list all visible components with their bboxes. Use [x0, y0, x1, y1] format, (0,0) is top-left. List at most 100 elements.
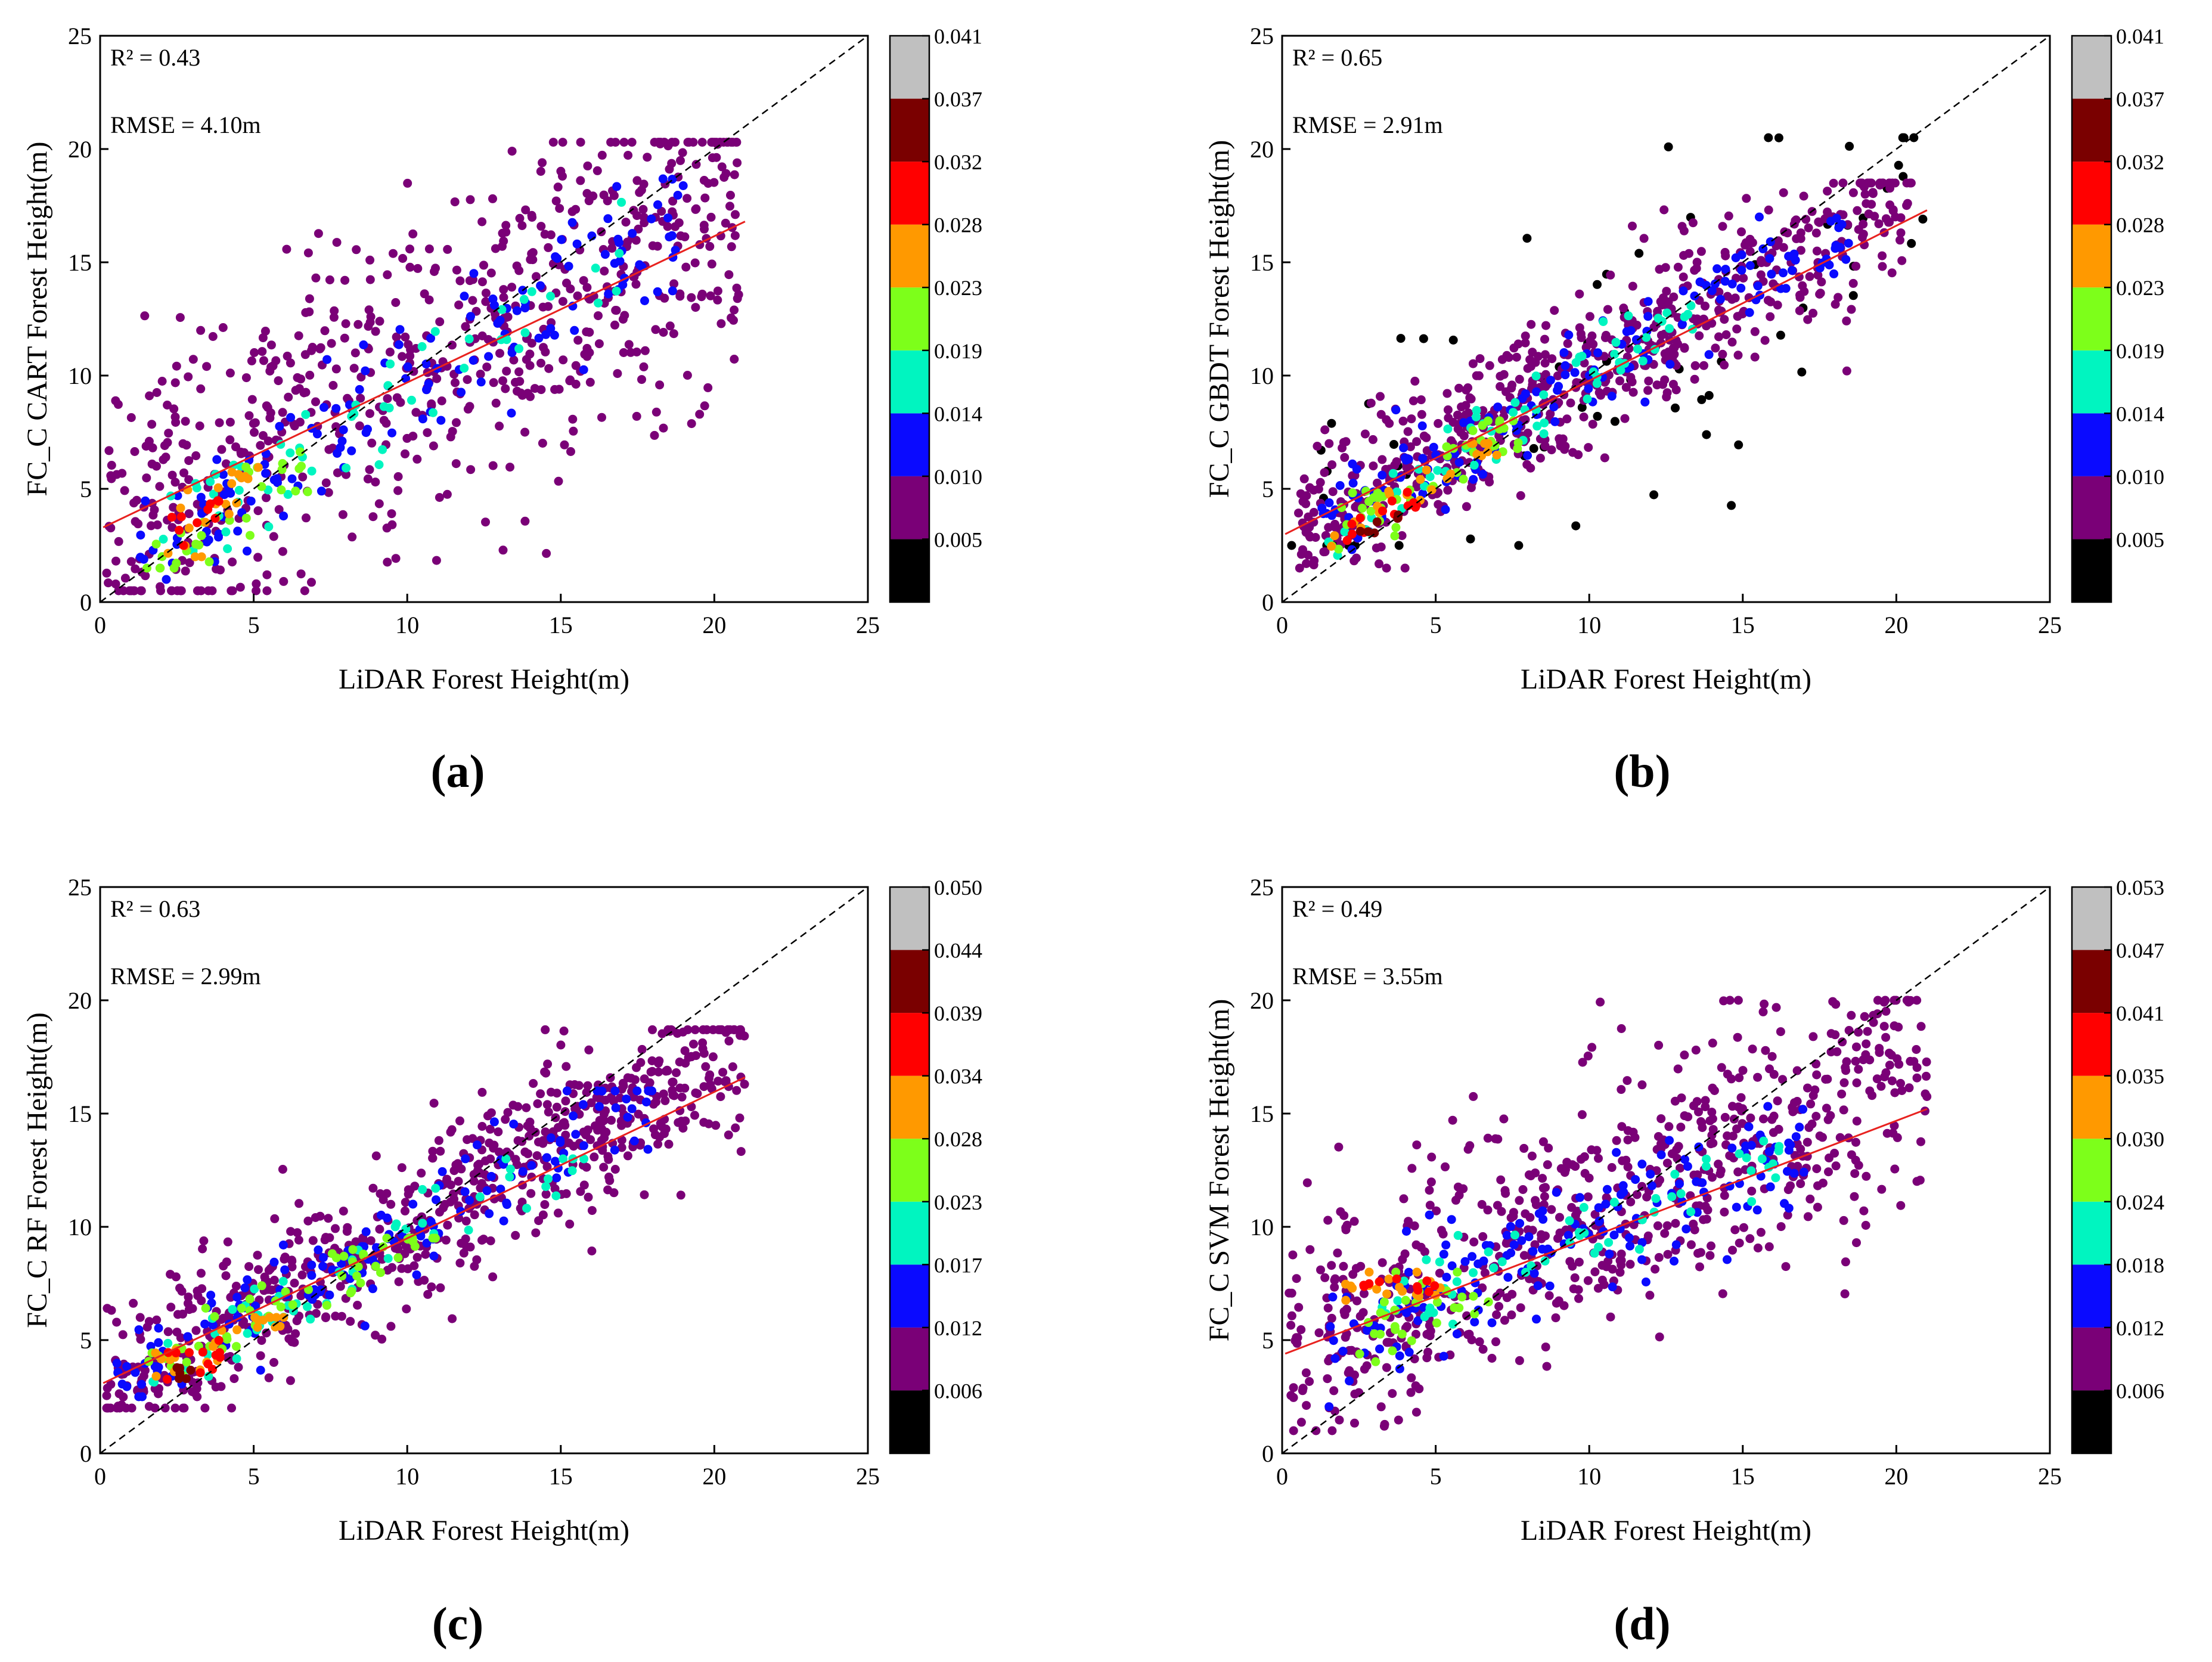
scatter-point [1391, 1267, 1401, 1277]
scatter-point [1842, 316, 1851, 325]
scatter-point [1388, 1389, 1397, 1399]
scatter-point [1717, 1063, 1726, 1072]
scatter-point [1540, 350, 1550, 359]
scatter-point [1402, 1227, 1411, 1236]
scatter-point [1320, 1273, 1330, 1282]
scatter-point [1469, 1292, 1478, 1301]
scatter-point [607, 1115, 616, 1125]
scatter-point [374, 499, 384, 508]
scatter-point [1327, 460, 1337, 470]
scatter-point [1562, 414, 1572, 424]
scatter-point [1514, 541, 1524, 550]
x-axis-label: LiDAR Forest Height(m) [1521, 663, 1811, 695]
scatter-point [536, 167, 545, 176]
scatter-point [1733, 1032, 1742, 1042]
scatter-point [631, 280, 641, 289]
scatter-point [691, 204, 701, 213]
scatter-point [1314, 1328, 1324, 1338]
scatter-point [623, 1112, 632, 1122]
scatter-point [1448, 1319, 1457, 1329]
scatter-point [540, 1200, 550, 1210]
scatter-point [365, 275, 375, 284]
scatter-point [1808, 1091, 1818, 1100]
scatter-point [1825, 1154, 1833, 1162]
scatter-point [1590, 1210, 1600, 1219]
colorbar-tick-label: 0.028 [934, 213, 982, 237]
scatter-point [1807, 1120, 1817, 1128]
scatter-point [628, 229, 637, 238]
scatter-point [1813, 271, 1823, 280]
scatter-point [1880, 1072, 1889, 1081]
scatter-point [233, 526, 243, 536]
scatter-point [1575, 323, 1584, 333]
colorbar-tick-label: 0.032 [2116, 150, 2164, 174]
scatter-point [637, 375, 646, 385]
scatter-point [162, 575, 171, 584]
scatter-point [147, 420, 157, 429]
scatter-point [1741, 1141, 1751, 1151]
scatter-point [1838, 1037, 1847, 1047]
scatter-point [1854, 1027, 1863, 1037]
scatter-point [262, 1328, 271, 1338]
scatter-point [1680, 312, 1689, 322]
x-tick-label: 0 [94, 1463, 106, 1490]
scatter-point [1329, 1386, 1339, 1396]
scatter-point [1728, 1245, 1737, 1255]
scatter-point [603, 214, 613, 224]
scatter-point [117, 1400, 126, 1410]
scatter-point [1655, 1332, 1664, 1342]
scatter-point [446, 1127, 455, 1137]
scatter-point [522, 1103, 531, 1112]
scatter-point [1469, 1268, 1478, 1277]
scatter-point [540, 230, 550, 239]
scatter-point [258, 333, 268, 343]
scatter-point [1701, 1162, 1711, 1171]
scatter-point [1366, 398, 1376, 408]
scatter-point [1328, 1292, 1338, 1302]
scatter-point [1753, 1244, 1763, 1252]
scatter-point [1393, 1296, 1403, 1306]
x-tick-label: 10 [1577, 612, 1601, 638]
scatter-point [1799, 191, 1808, 201]
scatter-point [120, 573, 130, 583]
scatter-point [169, 404, 179, 414]
scatter-point [1420, 1247, 1429, 1257]
colorbar-tick-label: 0.041 [934, 24, 982, 48]
scatter-point [1839, 1216, 1848, 1225]
scatter-point [1610, 417, 1620, 426]
scatter-point [597, 150, 607, 160]
scatter-point [556, 1136, 565, 1145]
scatter-point [223, 1353, 232, 1362]
scatter-point [209, 1342, 218, 1351]
scatter-point [691, 160, 701, 169]
scatter-point [1631, 335, 1641, 345]
scatter-point [406, 345, 415, 355]
scatter-point [1572, 1207, 1582, 1216]
scatter-point [542, 548, 551, 558]
scatter-point [374, 460, 384, 469]
scatter-point [1852, 1078, 1862, 1087]
scatter-point [1541, 1342, 1550, 1352]
scatter-point [640, 1190, 649, 1199]
scatter-point [1561, 361, 1570, 370]
scatter-point [1718, 349, 1727, 359]
scatter-point [185, 1348, 194, 1357]
scatter-point [1826, 1111, 1835, 1120]
scatter-point [1597, 1275, 1607, 1285]
scatter-point [565, 376, 575, 386]
scatter-point [1835, 1133, 1845, 1142]
scatter-point [1392, 1274, 1401, 1283]
scatter-point [1286, 1391, 1296, 1400]
scatter-point [321, 1313, 330, 1322]
scatter-point [1707, 1241, 1715, 1251]
scatter-point [418, 414, 427, 424]
scatter-point [667, 138, 677, 147]
scatter-point [1798, 1105, 1808, 1114]
x-axis-label: LiDAR Forest Height(m) [1521, 1515, 1811, 1546]
scatter-point [1522, 234, 1532, 243]
scatter-point [262, 570, 272, 579]
colorbar-segment [2072, 1390, 2111, 1453]
colorbar-tick-label: 0.019 [934, 339, 982, 363]
scatter-point [1690, 361, 1700, 370]
scatter-point [1835, 243, 1845, 252]
